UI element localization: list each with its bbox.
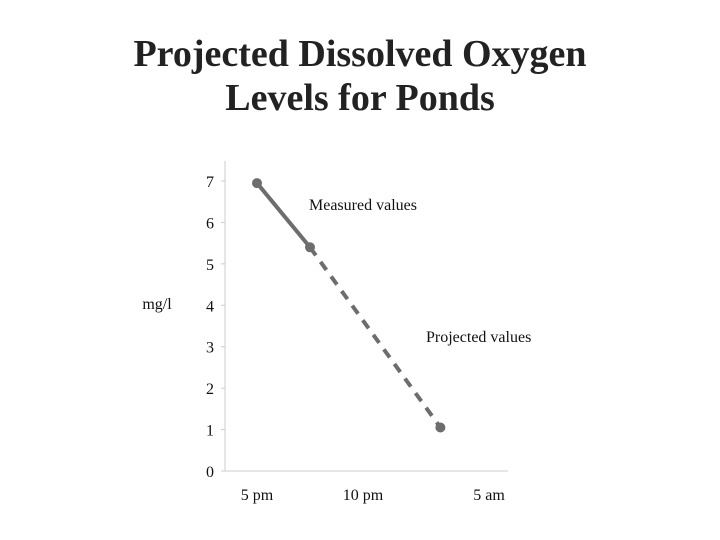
y-tick-label-3: 3 xyxy=(206,340,214,357)
y-tick-label-6: 6 xyxy=(206,215,214,232)
x-tick-label-5-am: 5 am xyxy=(473,487,505,504)
annotation-projected-values: Projected values xyxy=(426,329,531,346)
chart-title: Projected Dissolved Oxygen Levels for Po… xyxy=(0,32,720,120)
y-tick-label-2: 2 xyxy=(206,381,214,398)
data-point xyxy=(305,242,315,253)
data-point xyxy=(252,178,262,189)
chart-title-line-2: Levels for Ponds xyxy=(225,77,495,119)
y-tick-label-5: 5 xyxy=(206,257,214,274)
data-point xyxy=(435,422,446,433)
series-line-projected xyxy=(308,246,443,429)
y-tick-label-1: 1 xyxy=(206,423,214,440)
x-tick-label-5-pm: 5 pm xyxy=(241,487,274,504)
x-tick-label-10-pm: 10 pm xyxy=(343,487,384,504)
y-tick-label-4: 4 xyxy=(206,298,214,315)
y-tick-label-7: 7 xyxy=(206,174,214,191)
annotation-measured-values: Measured values xyxy=(309,197,417,214)
chart-title-line-1: Projected Dissolved Oxygen xyxy=(133,33,587,75)
y-axis-label: mg/l xyxy=(142,296,172,313)
series-line-measured xyxy=(255,181,312,249)
y-tick-label-0: 0 xyxy=(206,464,214,481)
